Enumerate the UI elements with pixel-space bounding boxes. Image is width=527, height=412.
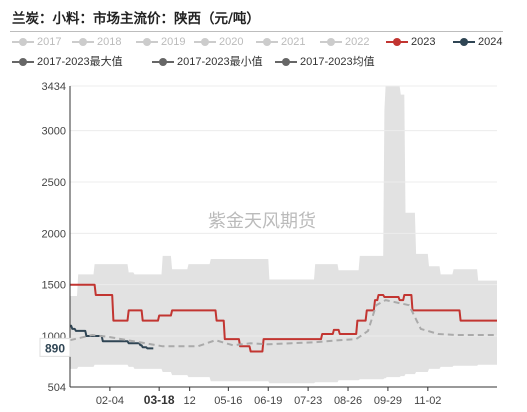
title-divider (10, 31, 503, 32)
y-tick-label: 2500 (42, 177, 66, 189)
legend-label: 2022 (345, 36, 370, 48)
x-tick-label: 12 (184, 395, 196, 407)
legend-label: 2017-2023最大值 (37, 56, 123, 68)
x-tick-label: 07-23 (294, 395, 322, 407)
watermark: 紫金天风期货 (208, 211, 316, 232)
legend-line-circle-icon (275, 58, 297, 66)
legend-item-2022[interactable]: 2022 (320, 32, 369, 52)
legend-label: 2024 (478, 36, 503, 48)
chart-title: 兰炭：小料：市场主流价：陕西（元/吨） (12, 11, 260, 27)
legend-item-2017-2023最大值[interactable]: 2017-2023最大值 (12, 52, 123, 72)
legend-label: 2018 (97, 36, 122, 48)
legend-label: 2017-2023均值 (300, 56, 375, 68)
legend-item-2021[interactable]: 2021 (256, 32, 305, 52)
x-tick-label: 11-02 (414, 395, 441, 407)
series-line-2023 (70, 283, 497, 353)
legend-line-circle-icon (320, 38, 342, 46)
y-tick-label: 3434 (42, 81, 66, 93)
legend-label: 2021 (281, 36, 306, 48)
range-band (70, 86, 497, 384)
legend-item-2017-2023均值[interactable]: 2017-2023均值 (275, 52, 375, 72)
legend-item-2017-2023最小值[interactable]: 2017-2023最小值 (152, 52, 263, 72)
series-lines (69, 283, 497, 353)
legend-item-2023[interactable]: 2023 (386, 32, 435, 52)
legend-line-circle-icon (256, 38, 278, 46)
y-tick-label: 504 (48, 382, 66, 394)
legend-label: 2017-2023最小值 (177, 56, 263, 68)
legend-item-2019[interactable]: 2019 (136, 32, 185, 52)
x-tick-label: 02-04 (96, 395, 124, 407)
legend-line-circle-icon (136, 38, 158, 46)
legend-line-circle-icon (72, 38, 94, 46)
legend-label: 2020 (219, 36, 244, 48)
y-marker-label: 890 (45, 341, 65, 355)
legend-item-2017[interactable]: 2017 (12, 32, 61, 52)
x-tick-label: 09-29 (374, 395, 402, 407)
legend-line-circle-icon (194, 38, 216, 46)
legend-item-2018[interactable]: 2018 (72, 32, 121, 52)
y-marker: 890 (39, 337, 71, 357)
legend-label: 2023 (411, 36, 436, 48)
range-band-area (70, 86, 497, 384)
x-tick-label: 05-16 (214, 395, 242, 407)
legend-line-circle-icon (453, 38, 475, 46)
y-tick-label: 1000 (42, 331, 66, 343)
series-line-2017-2023均值 (69, 299, 497, 348)
legend-label: 2017 (37, 36, 62, 48)
x-tick-label: 03-18 (144, 393, 175, 407)
legend-item-2020[interactable]: 2020 (194, 32, 243, 52)
gridlines (70, 85, 497, 388)
legend-line-circle-icon (152, 58, 174, 66)
series-line-2024 (70, 324, 154, 350)
legend-label: 2019 (161, 36, 186, 48)
legend-item-2024[interactable]: 2024 (453, 32, 502, 52)
y-tick-label: 2000 (42, 228, 66, 240)
y-tick-label: 3000 (42, 126, 66, 138)
x-tick-label: 06-19 (254, 395, 282, 407)
legend-line-circle-icon (12, 58, 34, 66)
legend-line-circle-icon (12, 38, 34, 46)
x-tick-label: 08-26 (334, 395, 362, 407)
axes: 504 1000 1500 2000 2500 3000 3434 02-04 03-18 12 0… (42, 81, 497, 407)
y-tick-label: 1500 (42, 280, 66, 292)
y-marker-box (39, 337, 71, 357)
legend-row-1: 2017 2018 2019 2020 2021 2022 2023 2024 (10, 32, 525, 52)
legend-row-2: 2017-2023最大值 2017-2023最小值 2017-2023均值 (10, 52, 525, 72)
legend-line-circle-icon (386, 38, 408, 46)
